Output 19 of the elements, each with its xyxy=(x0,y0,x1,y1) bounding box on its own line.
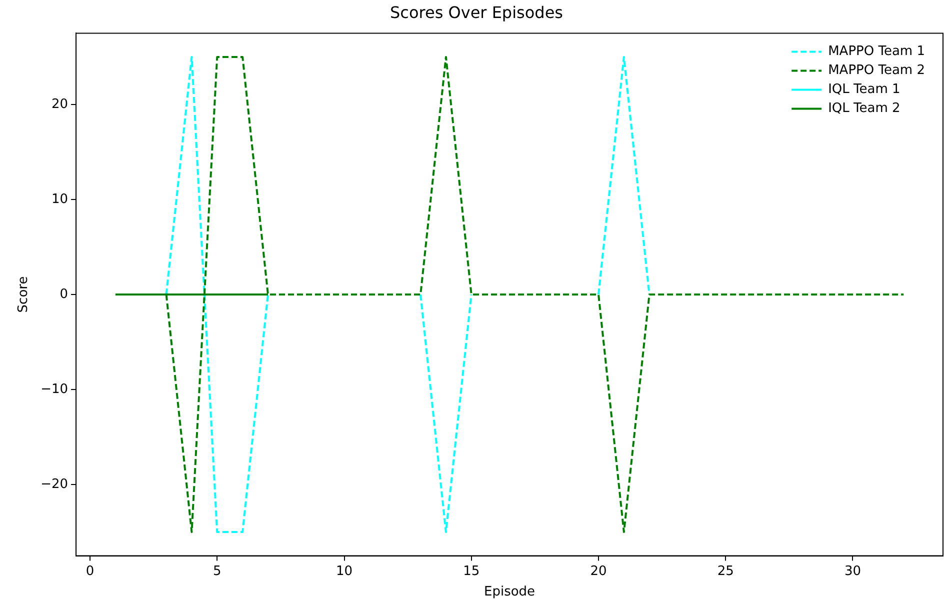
legend-label: IQL Team 1 xyxy=(828,82,900,98)
legend-label: MAPPO Team 2 xyxy=(828,63,926,78)
y-tick-label: −10 xyxy=(40,382,68,397)
y-tick-label: 10 xyxy=(51,192,68,207)
legend-label: IQL Team 2 xyxy=(828,101,900,116)
y-tick-label: 0 xyxy=(60,286,68,302)
y-tick-label: 20 xyxy=(51,96,68,112)
x-tick-label: 20 xyxy=(590,564,607,579)
x-tick-label: 15 xyxy=(463,564,480,579)
x-tick-label: 30 xyxy=(844,564,862,579)
chart-title: Scores Over Episodes xyxy=(390,2,563,22)
y-tick-label: −20 xyxy=(40,476,68,492)
x-tick-label: 5 xyxy=(213,564,222,579)
legend-label: MAPPO Team 1 xyxy=(828,44,926,60)
x-tick-label: 0 xyxy=(86,564,94,579)
x-tick-label: 25 xyxy=(717,564,734,579)
x-tick-label: 10 xyxy=(336,564,353,579)
y-axis-title: Score xyxy=(16,276,32,313)
x-axis-title: Episode xyxy=(484,584,536,600)
